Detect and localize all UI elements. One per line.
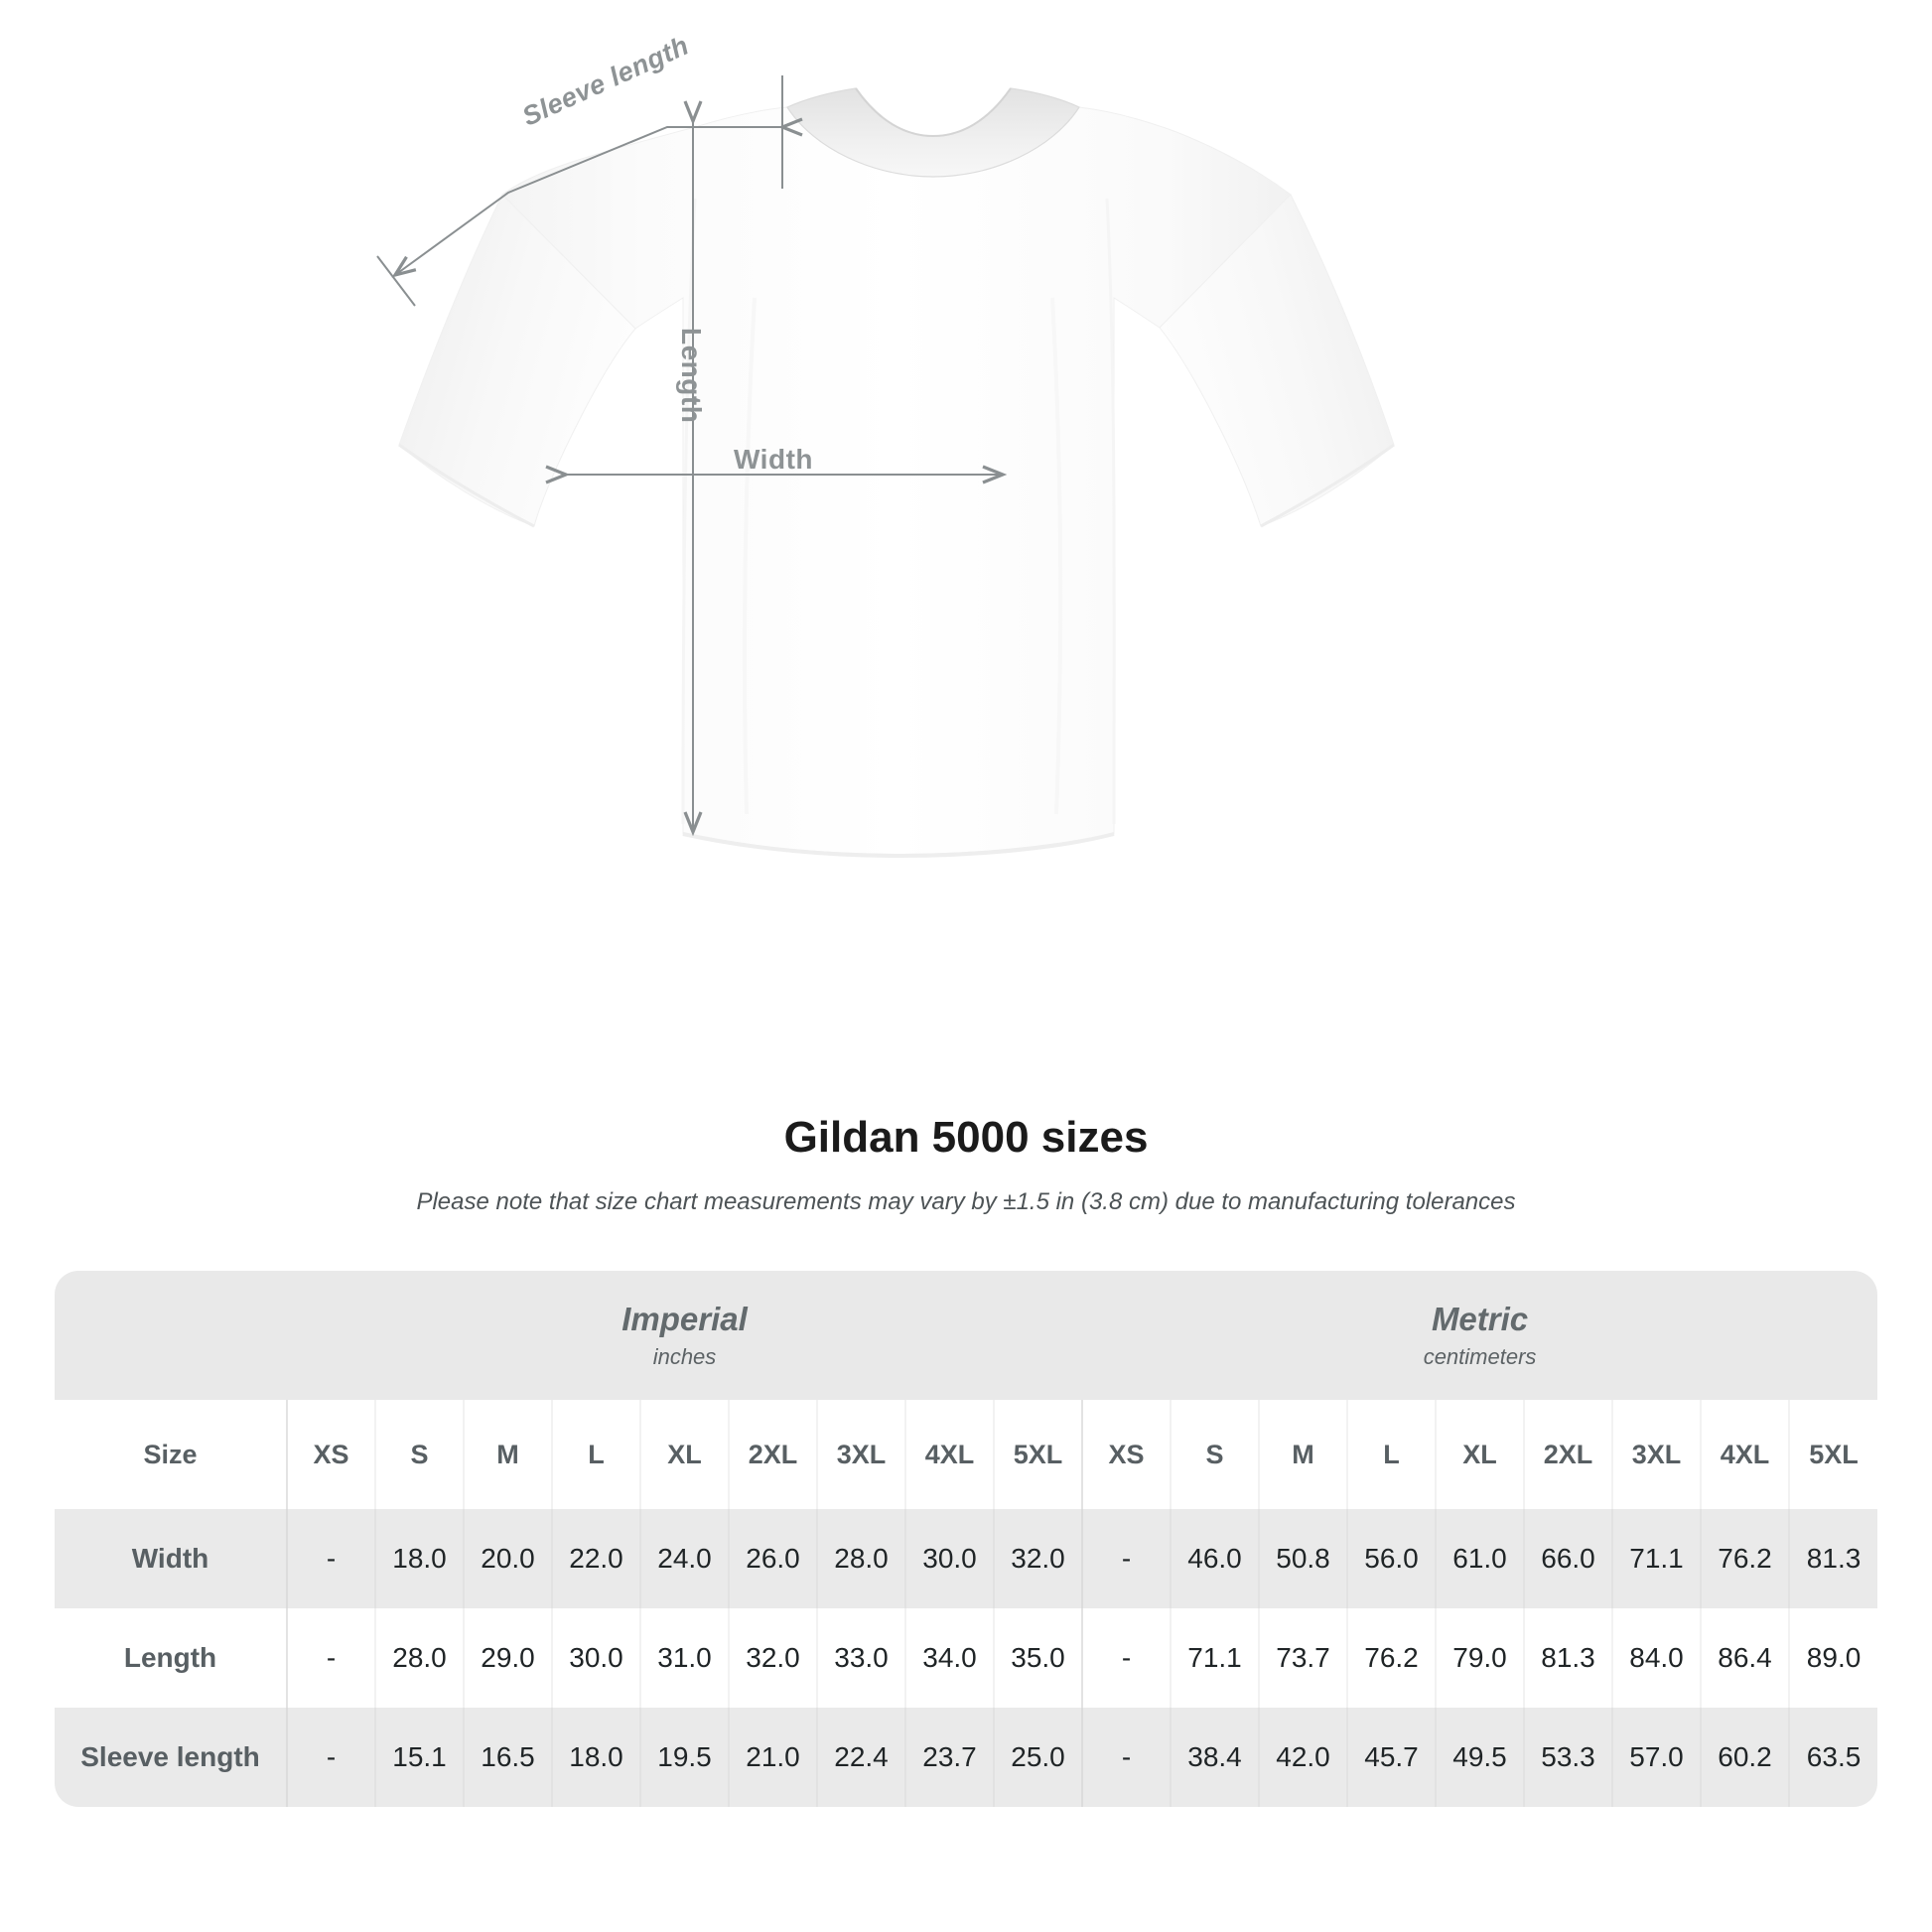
- cell-length-metric-5xl: 89.0: [1787, 1608, 1878, 1708]
- cell-width-imperial-3xl: 28.0: [816, 1509, 905, 1608]
- row-label-width: Width: [55, 1509, 287, 1608]
- cell-length-metric-3xl: 84.0: [1611, 1608, 1701, 1708]
- unit-group-metric-name: Metric: [1431, 1301, 1529, 1338]
- unit-group-header-row: Imperial inches Metric centimeters: [55, 1271, 1878, 1400]
- cell-sleeve-length-metric-m: 42.0: [1258, 1708, 1347, 1807]
- size-header-label: Size: [55, 1400, 287, 1509]
- cell-length-imperial-xs: -: [286, 1608, 375, 1708]
- size-chart-table: Imperial inches Metric centimeters Size X…: [55, 1271, 1878, 1807]
- cell-width-imperial-s: 18.0: [374, 1509, 464, 1608]
- row-label-sleeve-length: Sleeve length: [55, 1708, 287, 1807]
- length-label: Length: [676, 328, 707, 424]
- cell-sleeve-length-imperial-4xl: 23.7: [904, 1708, 994, 1807]
- cell-length-metric-s: 71.1: [1170, 1608, 1259, 1708]
- cell-length-imperial-l: 30.0: [551, 1608, 640, 1708]
- cell-sleeve-length-metric-xl: 49.5: [1435, 1708, 1524, 1807]
- cell-width-imperial-xs: -: [286, 1509, 375, 1608]
- cell-sleeve-length-metric-3xl: 57.0: [1611, 1708, 1701, 1807]
- cell-width-imperial-m: 20.0: [463, 1509, 552, 1608]
- table-row: Length -28.0 29.0 30.0 31.0 32.0 33.0 34.0 35.0-…: [55, 1608, 1878, 1708]
- size-header-metric-s: S: [1170, 1400, 1259, 1509]
- cell-length-metric-l: 76.2: [1346, 1608, 1436, 1708]
- cell-length-imperial-xl: 31.0: [639, 1608, 729, 1708]
- tshirt-measurement-diagram: Sleeve length Length Width: [376, 31, 1395, 859]
- cell-sleeve-length-imperial-xl: 19.5: [639, 1708, 729, 1807]
- size-header-metric-xl: XL: [1435, 1400, 1524, 1509]
- unit-group-imperial: Imperial inches: [287, 1271, 1082, 1400]
- size-header-imperial-xs: XS: [286, 1400, 375, 1509]
- cell-sleeve-length-imperial-xs: -: [286, 1708, 375, 1807]
- cell-length-metric-m: 73.7: [1258, 1608, 1347, 1708]
- unit-group-metric-sub: centimeters: [1423, 1344, 1537, 1370]
- row-label-length: Length: [55, 1608, 287, 1708]
- cell-length-imperial-m: 29.0: [463, 1608, 552, 1708]
- cell-length-metric-4xl: 86.4: [1700, 1608, 1789, 1708]
- size-header-metric-3xl: 3XL: [1611, 1400, 1701, 1509]
- size-header-metric-5xl: 5XL: [1787, 1400, 1878, 1509]
- size-header-imperial-xl: XL: [639, 1400, 729, 1509]
- cell-width-metric-4xl: 76.2: [1700, 1509, 1789, 1608]
- size-header-imperial-l: L: [551, 1400, 640, 1509]
- size-header-metric-l: L: [1346, 1400, 1436, 1509]
- cell-length-imperial-s: 28.0: [374, 1608, 464, 1708]
- size-header-metric-m: M: [1258, 1400, 1347, 1509]
- cell-width-imperial-l: 22.0: [551, 1509, 640, 1608]
- cell-width-metric-s: 46.0: [1170, 1509, 1259, 1608]
- page-subtitle: Please note that size chart measurements…: [416, 1187, 1516, 1215]
- cell-length-metric-xs: -: [1081, 1608, 1171, 1708]
- size-chart-table-wrapper: Imperial inches Metric centimeters Size X…: [55, 1271, 1878, 1807]
- size-header-imperial-m: M: [463, 1400, 552, 1509]
- cell-sleeve-length-metric-s: 38.4: [1170, 1708, 1259, 1807]
- unit-group-imperial-name: Imperial: [621, 1301, 748, 1338]
- cell-length-imperial-3xl: 33.0: [816, 1608, 905, 1708]
- cell-sleeve-length-metric-5xl: 63.5: [1787, 1708, 1878, 1807]
- cell-sleeve-length-metric-2xl: 53.3: [1523, 1708, 1612, 1807]
- size-header-metric-xs: XS: [1081, 1400, 1171, 1509]
- page-title: Gildan 5000 sizes: [783, 1113, 1149, 1162]
- cell-sleeve-length-imperial-3xl: 22.4: [816, 1708, 905, 1807]
- cell-width-imperial-2xl: 26.0: [728, 1509, 817, 1608]
- size-header-imperial-2xl: 2XL: [728, 1400, 817, 1509]
- cell-sleeve-length-imperial-m: 16.5: [463, 1708, 552, 1807]
- size-header-imperial-3xl: 3XL: [816, 1400, 905, 1509]
- table-row: Width -18.0 20.0 22.0 24.0 26.0 28.0 30.0 32.0-4…: [55, 1509, 1878, 1608]
- width-label: Width: [734, 444, 813, 475]
- title-block: Gildan 5000 sizes Please note that size …: [0, 1112, 1932, 1217]
- cell-width-imperial-4xl: 30.0: [904, 1509, 994, 1608]
- cell-sleeve-length-imperial-2xl: 21.0: [728, 1708, 817, 1807]
- cell-length-metric-2xl: 81.3: [1523, 1608, 1612, 1708]
- unit-spacer-cell: [55, 1271, 287, 1400]
- cell-width-metric-2xl: 66.0: [1523, 1509, 1612, 1608]
- size-header-imperial-5xl: 5XL: [993, 1400, 1082, 1509]
- cell-width-metric-3xl: 71.1: [1611, 1509, 1701, 1608]
- cell-width-metric-5xl: 81.3: [1787, 1509, 1878, 1608]
- cell-sleeve-length-imperial-5xl: 25.0: [993, 1708, 1082, 1807]
- cell-sleeve-length-imperial-s: 15.1: [374, 1708, 464, 1807]
- cell-sleeve-length-metric-4xl: 60.2: [1700, 1708, 1789, 1807]
- unit-group-imperial-sub: inches: [652, 1344, 717, 1370]
- cell-length-imperial-4xl: 34.0: [904, 1608, 994, 1708]
- size-header-metric-4xl: 4XL: [1700, 1400, 1789, 1509]
- size-header-row: Size XS S M L XL 2XL 3XL 4XL 5XL XS S M L XL 2XL 3XL 4XL 5…: [55, 1400, 1878, 1509]
- cell-width-metric-xs: -: [1081, 1509, 1171, 1608]
- unit-group-metric: Metric centimeters: [1082, 1271, 1878, 1400]
- sleeve-length-dimension: [376, 75, 803, 307]
- cell-width-metric-l: 56.0: [1346, 1509, 1436, 1608]
- cell-length-imperial-2xl: 32.0: [728, 1608, 817, 1708]
- size-header-imperial-s: S: [374, 1400, 464, 1509]
- cell-length-metric-xl: 79.0: [1435, 1608, 1524, 1708]
- shirt-shape: [398, 87, 1395, 859]
- cell-width-imperial-5xl: 32.0: [993, 1509, 1082, 1608]
- table-row: Sleeve length -15.1 16.5 18.0 19.5 21.0 22.4 23…: [55, 1708, 1878, 1807]
- cell-width-metric-xl: 61.0: [1435, 1509, 1524, 1608]
- cell-width-imperial-xl: 24.0: [639, 1509, 729, 1608]
- size-header-metric-2xl: 2XL: [1523, 1400, 1612, 1509]
- tshirt-illustration: [376, 75, 1395, 859]
- cell-sleeve-length-metric-xs: -: [1081, 1708, 1171, 1807]
- cell-width-metric-m: 50.8: [1258, 1509, 1347, 1608]
- size-header-imperial-4xl: 4XL: [904, 1400, 994, 1509]
- cell-length-imperial-5xl: 35.0: [993, 1608, 1082, 1708]
- cell-sleeve-length-metric-l: 45.7: [1346, 1708, 1436, 1807]
- cell-sleeve-length-imperial-l: 18.0: [551, 1708, 640, 1807]
